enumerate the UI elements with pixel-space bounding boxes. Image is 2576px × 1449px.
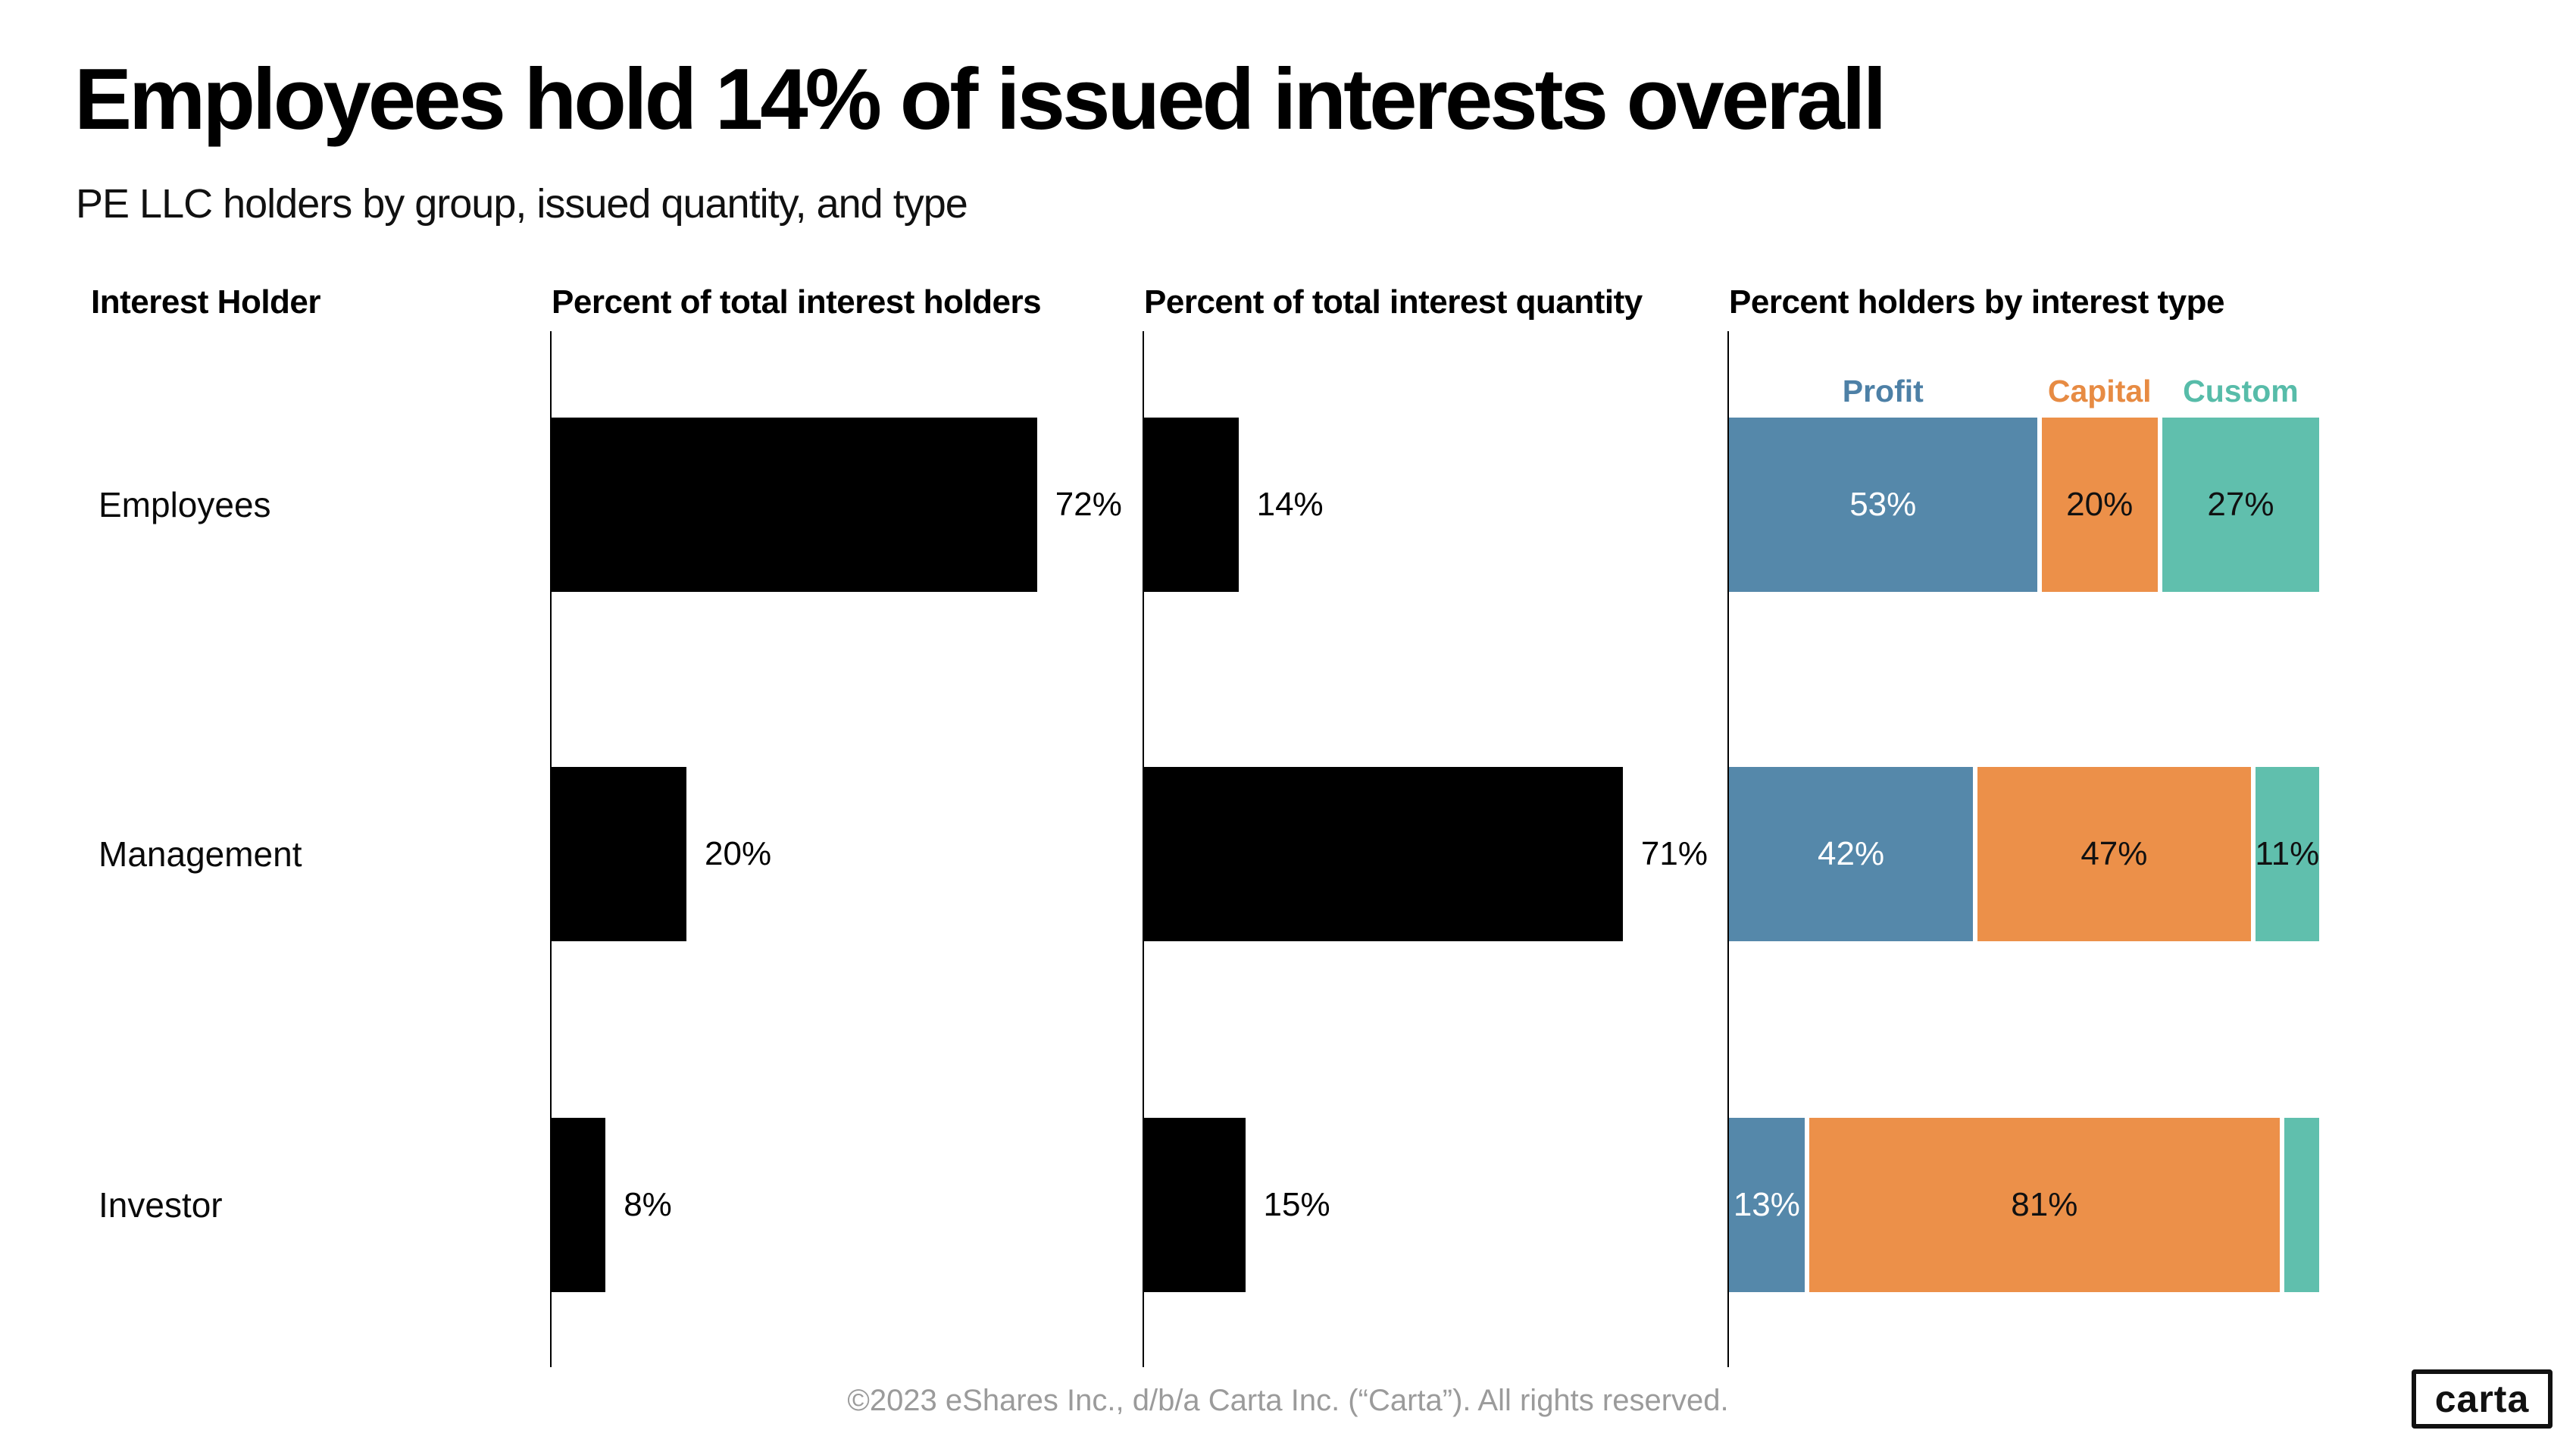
- value-label: 72%: [1055, 486, 1122, 523]
- capital-segment: 47%: [1977, 767, 2251, 941]
- segment-label: 81%: [2011, 1186, 2078, 1223]
- custom-segment: 11%: [2255, 767, 2320, 941]
- profit-segment: 13%: [1729, 1118, 1805, 1292]
- page-title: Employees hold 14% of issued interests o…: [74, 52, 1887, 148]
- bar-row-management: 20%: [552, 767, 771, 941]
- legend: Profit Capital Custom: [1729, 371, 2319, 409]
- stacked-bar-management: 42% 47% 11%: [1729, 767, 2319, 941]
- segment-label: 27%: [2207, 486, 2274, 523]
- legend-label-profit: Profit: [1842, 374, 1924, 408]
- segment-label: 47%: [2080, 835, 2148, 872]
- bar-row-investor: 8%: [552, 1118, 672, 1292]
- capital-segment: 81%: [1809, 1118, 2280, 1292]
- value-label: 20%: [705, 835, 772, 872]
- bar-investor-holders: [552, 1118, 606, 1292]
- bar-management-holders: [552, 767, 686, 941]
- stacked-bar-employees: 53% 20% 27%: [1729, 418, 2319, 592]
- row-label-employees: Employees: [98, 485, 271, 524]
- column-header-interest-holder: Interest Holder: [91, 283, 321, 321]
- bar-row-investor: 15%: [1144, 1118, 1330, 1292]
- segment-label: 13%: [1733, 1186, 1800, 1223]
- segment-label: 42%: [1818, 835, 1885, 872]
- stacked-bar-investor: 13% 81%: [1729, 1118, 2319, 1292]
- row-label-management: Management: [98, 834, 302, 874]
- column-header-percent-by-type: Percent holders by interest type: [1729, 283, 2225, 321]
- value-label: 15%: [1263, 1186, 1330, 1223]
- custom-segment: [2284, 1118, 2319, 1292]
- bar-row-management: 71%: [1144, 767, 1708, 941]
- bar-investor-quantity: [1144, 1118, 1246, 1292]
- copyright-text: ©2023 eShares Inc., d/b/a Carta Inc. (“C…: [847, 1384, 1729, 1417]
- bar-row-employees: 72%: [552, 418, 1122, 592]
- value-label: 8%: [624, 1186, 672, 1223]
- carta-logo: carta: [2412, 1369, 2553, 1429]
- bar-employees-quantity: [1144, 418, 1239, 592]
- chart-percent-by-type: Profit Capital Custom 53% 20% 27% 42% 47…: [1727, 331, 2335, 1367]
- bar-employees-holders: [552, 418, 1037, 592]
- segment-label: 11%: [2255, 835, 2320, 872]
- value-label: 71%: [1640, 835, 1708, 872]
- segment-label: 20%: [2066, 486, 2134, 523]
- profit-segment: 53%: [1729, 418, 2037, 592]
- carta-logo-text: carta: [2434, 1378, 2530, 1420]
- profit-segment: 42%: [1729, 767, 1974, 941]
- chart-percent-holders: 72% 20% 8%: [550, 331, 1143, 1367]
- legend-label-custom: Custom: [2183, 374, 2299, 408]
- value-label: 14%: [1256, 486, 1324, 523]
- bar-row-employees: 14%: [1144, 418, 1324, 592]
- legend-label-capital: Capital: [2047, 374, 2152, 408]
- bar-management-quantity: [1144, 767, 1623, 941]
- legend-item-capital: Capital: [2042, 371, 2158, 409]
- chart-percent-quantity: 14% 71% 15%: [1143, 331, 1727, 1367]
- segment-label: 53%: [1849, 486, 1917, 523]
- page-subtitle: PE LLC holders by group, issued quantity…: [76, 181, 968, 227]
- column-header-percent-holders: Percent of total interest holders: [552, 283, 1042, 321]
- column-header-percent-quantity: Percent of total interest quantity: [1144, 283, 1643, 321]
- legend-item-custom: Custom: [2162, 371, 2319, 409]
- capital-segment: 20%: [2041, 418, 2158, 592]
- row-label-investor: Investor: [98, 1185, 223, 1225]
- custom-segment: 27%: [2162, 418, 2319, 592]
- legend-item-profit: Profit: [1729, 371, 2037, 409]
